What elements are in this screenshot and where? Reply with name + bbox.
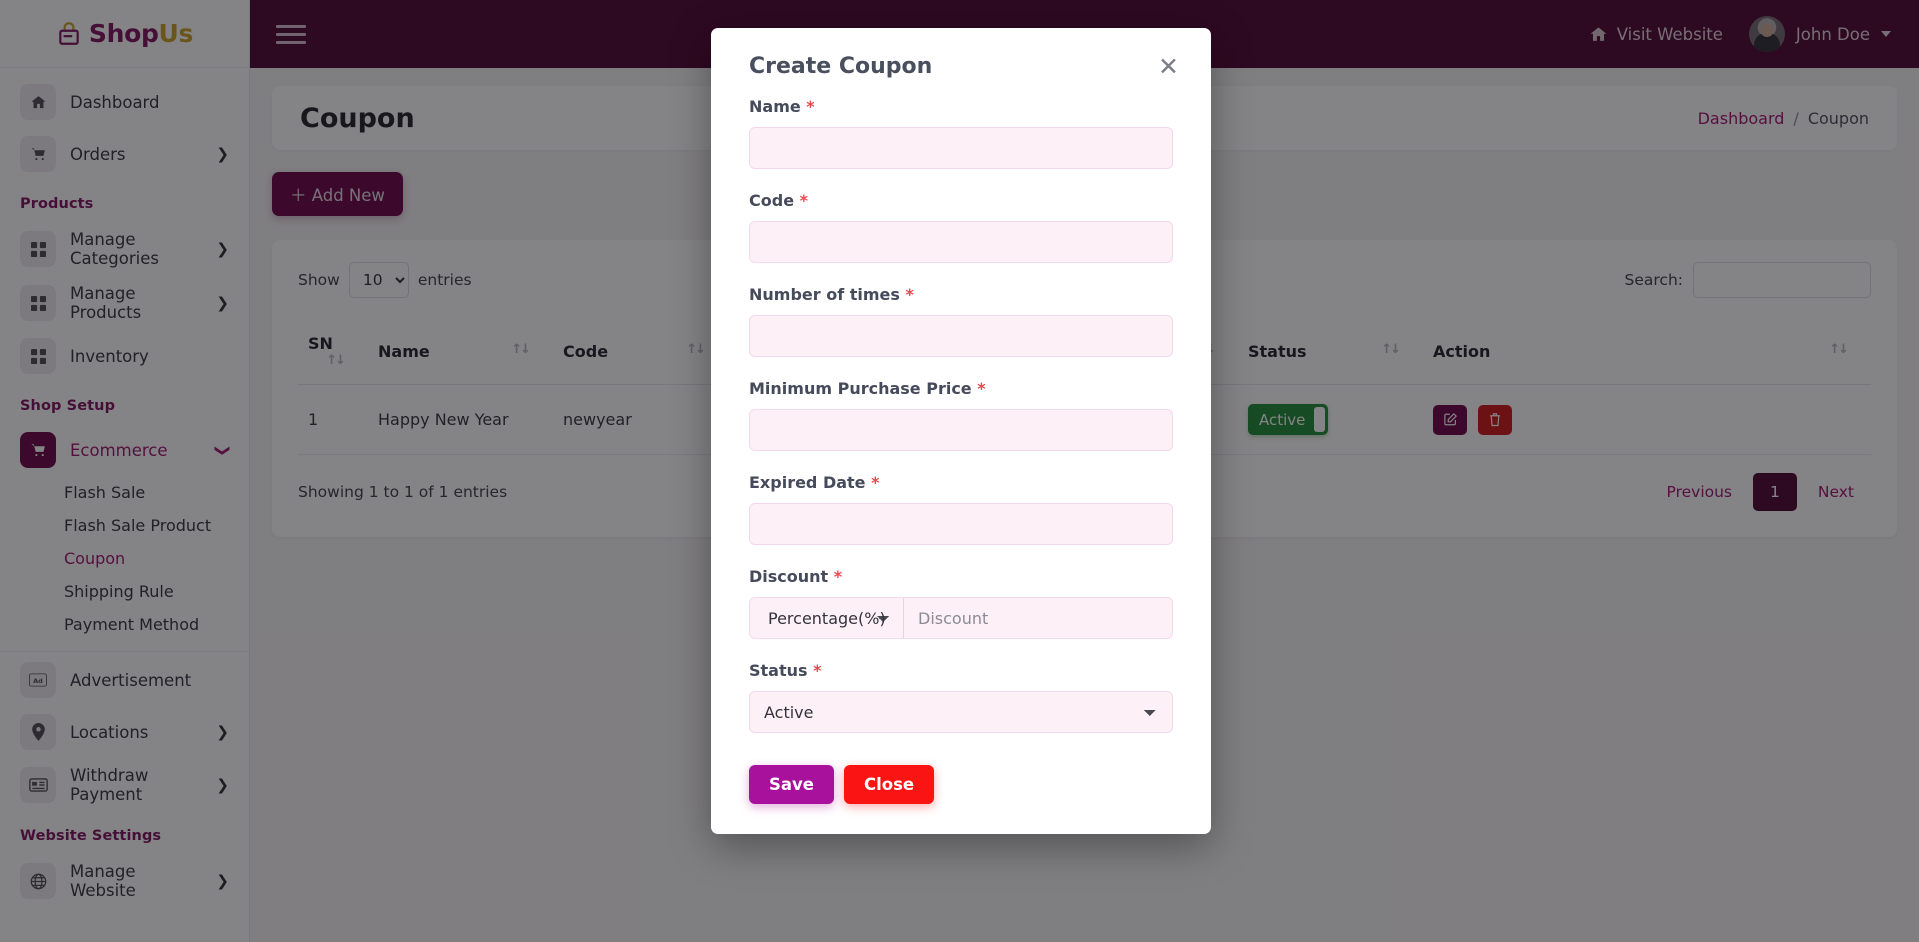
discount-value-input[interactable] [904, 597, 1173, 639]
expired-date-input[interactable] [749, 503, 1173, 545]
status-select[interactable]: Active [749, 691, 1173, 733]
label-minimum-purchase-price: Minimum Purchase Price * [749, 379, 986, 398]
label-code: Code * [749, 191, 808, 210]
field-group-number-of-times: Number of times * [749, 285, 1173, 357]
modal-footer: Save Close [711, 755, 1211, 804]
field-group-minimum-purchase-price: Minimum Purchase Price * [749, 379, 1173, 451]
discount-input-group: Percentage(%) [749, 597, 1173, 639]
label-name: Name * [749, 97, 815, 116]
field-group-name: Name * [749, 97, 1173, 169]
label-expired-date: Expired Date * [749, 473, 880, 492]
required-marker: * [977, 379, 986, 398]
modal-header: Create Coupon ✕ [711, 28, 1211, 79]
close-icon[interactable]: ✕ [1158, 52, 1179, 81]
modal-title: Create Coupon [749, 54, 933, 79]
field-group-expired-date: Expired Date * [749, 473, 1173, 545]
modal-body: Name * Code * Number of times * [711, 79, 1211, 733]
required-marker: * [799, 191, 808, 210]
field-group-status: Status * Active [749, 661, 1173, 733]
required-marker: * [806, 97, 815, 116]
label-number-of-times: Number of times * [749, 285, 914, 304]
name-input[interactable] [749, 127, 1173, 169]
code-input[interactable] [749, 221, 1173, 263]
required-marker: * [905, 285, 914, 304]
label-discount: Discount * [749, 567, 843, 586]
required-marker: * [871, 473, 880, 492]
label-status: Status * [749, 661, 822, 680]
field-group-code: Code * [749, 191, 1173, 263]
save-button[interactable]: Save [749, 765, 834, 804]
required-marker: * [813, 661, 822, 680]
minimum-purchase-price-input[interactable] [749, 409, 1173, 451]
close-button[interactable]: Close [843, 765, 935, 804]
field-group-discount: Discount * Percentage(%) [749, 567, 1173, 639]
create-coupon-modal: Create Coupon ✕ Name * Code * Num [711, 28, 1211, 834]
required-marker: * [833, 567, 843, 586]
discount-type-select[interactable]: Percentage(%) [749, 597, 904, 639]
number-of-times-input[interactable] [749, 315, 1173, 357]
